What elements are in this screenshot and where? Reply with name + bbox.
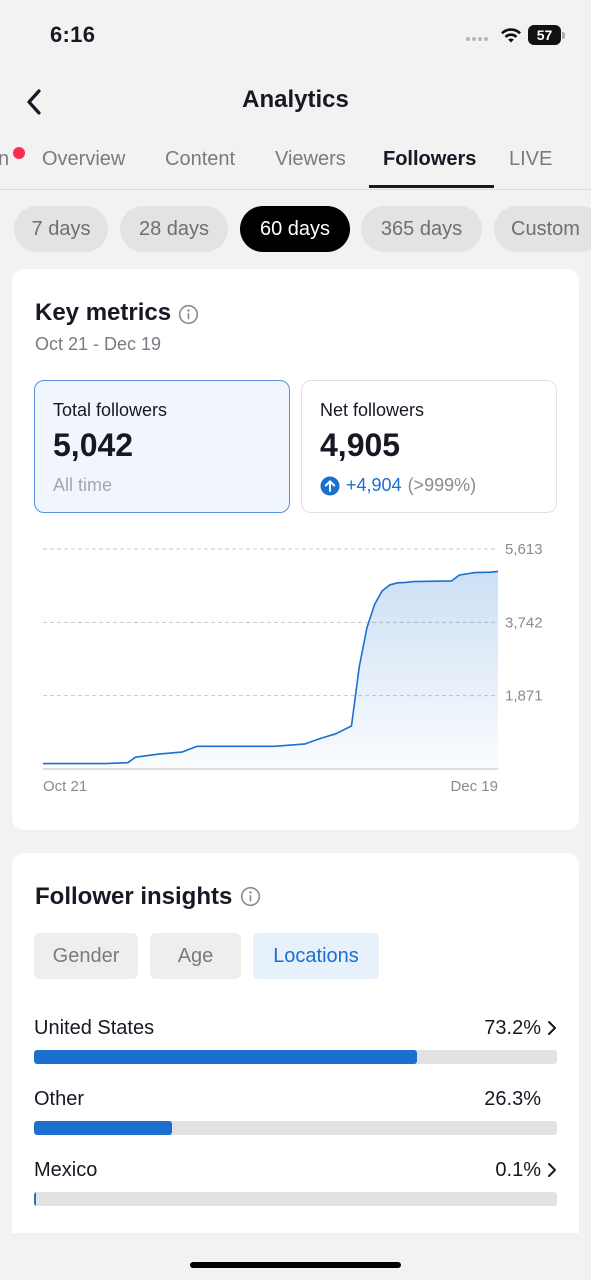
cellular-signal-icon xyxy=(466,37,488,41)
filter-60-days[interactable]: 60 days xyxy=(240,206,350,252)
location-bar-fill xyxy=(34,1121,172,1135)
chevron-right-icon xyxy=(548,1163,556,1177)
info-icon[interactable] xyxy=(178,304,199,325)
segment-locations[interactable]: Locations xyxy=(253,933,379,979)
net-followers-change: +4,904 (>999%) xyxy=(320,475,476,496)
location-name: Other xyxy=(34,1088,85,1110)
location-bar-track xyxy=(34,1192,557,1206)
total-followers-value: 5,042 xyxy=(53,427,134,463)
tab-overview[interactable]: Overview xyxy=(42,148,126,170)
location-name: United States xyxy=(34,1017,155,1039)
tab-content[interactable]: Content xyxy=(165,148,236,170)
y-tick-label: 1,871 xyxy=(505,688,543,705)
segment-age[interactable]: Age xyxy=(150,933,241,979)
battery-level: 57 xyxy=(528,25,561,45)
location-bar-track xyxy=(34,1121,557,1135)
total-followers-label: Total followers xyxy=(53,400,168,420)
location-bar-fill xyxy=(34,1192,36,1206)
filter-28-days[interactable]: 28 days xyxy=(120,206,228,252)
battery-icon: 57 xyxy=(528,25,566,45)
tab-viewers[interactable]: Viewers xyxy=(275,148,346,170)
arrow-up-circle-icon xyxy=(320,476,340,495)
chevron-right-icon xyxy=(548,1021,556,1035)
total-followers-metric[interactable]: Total followers 5,042 All time xyxy=(34,380,290,513)
filter-custom[interactable]: Custom xyxy=(494,206,591,252)
y-tick-label: 3,742 xyxy=(505,614,543,631)
chevron-left-icon xyxy=(27,89,41,115)
filter-365-days[interactable]: 365 days xyxy=(361,206,482,252)
date-range: Oct 21 - Dec 19 xyxy=(35,334,162,354)
chart-area xyxy=(43,571,498,769)
location-name: Mexico xyxy=(34,1159,98,1181)
info-icon[interactable] xyxy=(240,886,261,907)
tab-followers[interactable]: Followers xyxy=(383,148,477,170)
location-bar-fill xyxy=(34,1050,417,1064)
status-time: 6:16 xyxy=(50,22,96,47)
segment-gender[interactable]: Gender xyxy=(34,933,138,979)
page-title: Analytics xyxy=(242,86,349,113)
net-followers-value: 4,905 xyxy=(320,427,401,463)
follower-insights-title: Follower insights xyxy=(35,883,233,910)
net-followers-label: Net followers xyxy=(320,400,425,420)
key-metrics-title: Key metrics xyxy=(35,299,172,326)
net-followers-change-pct: (>999%) xyxy=(407,475,477,495)
notification-dot xyxy=(13,147,25,159)
wifi-icon xyxy=(501,28,521,43)
chart-line xyxy=(43,570,499,765)
followers-chart: 5,613 3,742 1,871 Oct 21 Dec 19 xyxy=(43,541,543,795)
net-followers-change-value: +4,904 xyxy=(346,475,402,495)
net-followers-metric[interactable]: Net followers 4,905 +4,904 (>999%) xyxy=(301,380,557,513)
location-pct: 73.2% xyxy=(484,1017,541,1039)
follower-insights-card: Follower insights Gender Age Locations U… xyxy=(12,853,579,1233)
x-start-label: Oct 21 xyxy=(43,778,87,795)
time-filter-chips: 7 days 28 days 60 days 365 days Custom xyxy=(0,206,591,252)
y-tick-label: 5,613 xyxy=(505,541,543,558)
active-tab-indicator xyxy=(369,185,494,188)
x-end-label: Dec 19 xyxy=(450,778,498,795)
analytics-tabs: n Overview Content Viewers Followers LIV… xyxy=(0,132,591,190)
location-bar-track xyxy=(34,1050,557,1064)
home-indicator xyxy=(190,1262,401,1268)
location-pct: 0.1% xyxy=(495,1159,541,1181)
back-button[interactable] xyxy=(14,82,54,122)
status-bar: 6:16 57 xyxy=(0,0,591,70)
filter-7-days[interactable]: 7 days xyxy=(14,206,108,252)
key-metrics-card: Key metrics Oct 21 - Dec 19 Total follow… xyxy=(12,269,579,830)
tab-live[interactable]: LIVE xyxy=(509,148,553,170)
location-pct: 26.3% xyxy=(484,1088,541,1110)
nav-header: Analytics xyxy=(0,70,591,132)
tab-partial[interactable]: n xyxy=(0,148,9,171)
total-followers-sub: All time xyxy=(53,475,113,495)
